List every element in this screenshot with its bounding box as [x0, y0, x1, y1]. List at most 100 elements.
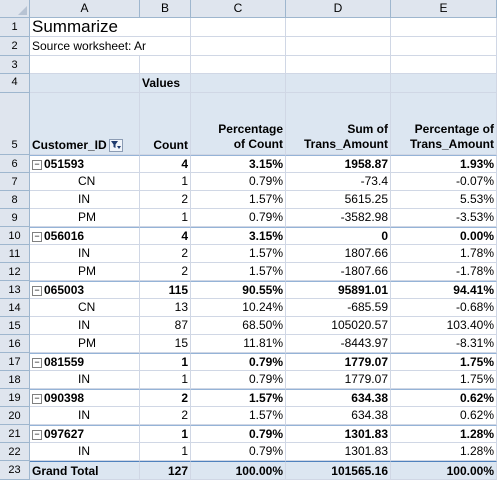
- pct-count-value: 1.57%: [191, 407, 286, 425]
- row-header-18[interactable]: 18: [0, 371, 30, 389]
- row-header-7[interactable]: 7: [0, 173, 30, 191]
- row-header-15[interactable]: 15: [0, 317, 30, 335]
- row-header-1[interactable]: 1: [0, 18, 30, 37]
- pct-count-value: 0.79%: [191, 425, 286, 443]
- collapse-minus-icon[interactable]: −: [32, 231, 42, 242]
- empty-cell: [391, 37, 497, 56]
- customer-id-value: 081559: [44, 355, 85, 369]
- pct-count-value: 1.57%: [191, 263, 286, 281]
- pct-count-value: 10.24%: [191, 299, 286, 317]
- collapse-minus-icon[interactable]: −: [32, 285, 42, 296]
- trans-type-label: PM: [30, 209, 140, 227]
- pct-amount-header-line2: Trans_Amount: [409, 137, 494, 151]
- sum-amount-value: 0: [286, 227, 391, 245]
- pct-amount-value: 100.00%: [391, 461, 497, 480]
- sum-amount-value: 95891.01: [286, 281, 391, 299]
- customer-group-label[interactable]: −097627: [30, 425, 140, 443]
- row-header-14[interactable]: 14: [0, 299, 30, 317]
- pct-amount-value: 1.28%: [391, 443, 497, 461]
- row-header-17[interactable]: 17: [0, 353, 30, 371]
- empty-cell: [30, 56, 140, 74]
- pct-count-value: 1.57%: [191, 389, 286, 407]
- row-header-21[interactable]: 21: [0, 425, 30, 443]
- pct-count-value: 90.55%: [191, 281, 286, 299]
- collapse-minus-icon[interactable]: −: [32, 357, 42, 368]
- row-header-2[interactable]: 2: [0, 37, 30, 56]
- pct-count-value: 1.57%: [191, 245, 286, 263]
- sum-amount-value: 5615.25: [286, 191, 391, 209]
- row-header-22[interactable]: 22: [0, 443, 30, 461]
- sum-amount-value: 634.38: [286, 407, 391, 425]
- trans-type-label: CN: [30, 299, 140, 317]
- customer-id-value: 065003: [44, 283, 85, 297]
- collapse-minus-icon[interactable]: −: [32, 159, 42, 170]
- pct-count-value: 68.50%: [191, 317, 286, 335]
- customer-group-label[interactable]: −056016: [30, 227, 140, 245]
- row-header-8[interactable]: 8: [0, 191, 30, 209]
- column-header-b[interactable]: B: [140, 0, 191, 18]
- filter-dropdown-icon[interactable]: [108, 139, 123, 153]
- row-header-16[interactable]: 16: [0, 335, 30, 353]
- sum-amount-value: -1807.66: [286, 263, 391, 281]
- row-header-4[interactable]: 4: [0, 74, 30, 93]
- pivot-header-blank: [391, 74, 497, 93]
- pct-amount-value: -0.68%: [391, 299, 497, 317]
- sum-amount-header: Sum of Trans_Amount: [286, 93, 391, 155]
- trans-type-label: IN: [30, 317, 140, 335]
- column-header-d[interactable]: D: [286, 0, 391, 18]
- row-header-5[interactable]: 5: [0, 93, 30, 155]
- column-header-c[interactable]: C: [191, 0, 286, 18]
- count-value: 2: [140, 191, 191, 209]
- count-value: 87: [140, 317, 191, 335]
- pct-amount-header-line1: Percentage of: [414, 122, 494, 136]
- row-header-20[interactable]: 20: [0, 407, 30, 425]
- row-header-19[interactable]: 19: [0, 389, 30, 407]
- sum-amount-value: -3582.98: [286, 209, 391, 227]
- customer-group-label[interactable]: −081559: [30, 353, 140, 371]
- row-header-9[interactable]: 9: [0, 209, 30, 227]
- customer-id-label: Customer_ID: [32, 138, 107, 152]
- grand-total-label: Grand Total: [30, 461, 140, 480]
- pct-amount-value: 0.00%: [391, 227, 497, 245]
- count-value: 2: [140, 389, 191, 407]
- row-header-11[interactable]: 11: [0, 245, 30, 263]
- column-header-a[interactable]: A: [30, 0, 140, 18]
- pct-count-value: 3.15%: [191, 155, 286, 173]
- count-value: 1: [140, 371, 191, 389]
- sum-amount-header-line1: Sum of: [347, 122, 388, 136]
- row-header-23[interactable]: 23: [0, 461, 30, 480]
- select-all-corner[interactable]: [0, 0, 30, 18]
- empty-cell: [191, 37, 286, 56]
- pct-count-header: Percentage of Count: [191, 93, 286, 155]
- collapse-minus-icon[interactable]: −: [32, 429, 42, 440]
- pct-count-value: 1.57%: [191, 191, 286, 209]
- row-header-10[interactable]: 10: [0, 227, 30, 245]
- customer-id-value: 056016: [44, 229, 85, 243]
- sum-amount-value: -685.59: [286, 299, 391, 317]
- customer-group-label[interactable]: −090398: [30, 389, 140, 407]
- values-label: Values: [140, 74, 191, 93]
- row-header-6[interactable]: 6: [0, 155, 30, 173]
- count-value: 1: [140, 425, 191, 443]
- customer-group-label[interactable]: −051593: [30, 155, 140, 173]
- column-header-e[interactable]: E: [391, 0, 497, 18]
- count-header: Count: [140, 93, 191, 155]
- collapse-minus-icon[interactable]: −: [32, 393, 42, 404]
- row-header-12[interactable]: 12: [0, 263, 30, 281]
- pct-amount-value: 1.75%: [391, 371, 497, 389]
- row-header-3[interactable]: 3: [0, 56, 30, 74]
- customer-id-header[interactable]: Customer_ID: [30, 93, 140, 155]
- empty-cell: [140, 56, 191, 74]
- customer-group-label[interactable]: −065003: [30, 281, 140, 299]
- pct-count-value: 0.79%: [191, 209, 286, 227]
- count-value: 127: [140, 461, 191, 480]
- row-header-13[interactable]: 13: [0, 281, 30, 299]
- pct-amount-value: -1.78%: [391, 263, 497, 281]
- empty-cell: [191, 56, 286, 74]
- count-value: 2: [140, 263, 191, 281]
- pct-amount-value: -0.07%: [391, 173, 497, 191]
- trans-type-label: PM: [30, 335, 140, 353]
- pct-amount-value: 0.62%: [391, 407, 497, 425]
- sum-amount-value: 105020.57: [286, 317, 391, 335]
- pct-count-value: 0.79%: [191, 353, 286, 371]
